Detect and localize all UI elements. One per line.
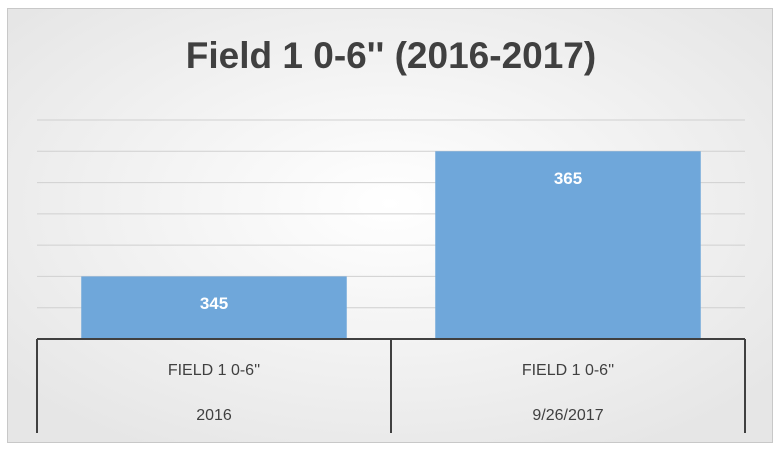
x-group-label: 9/26/2017 [532, 407, 603, 424]
bar [81, 276, 347, 339]
x-tick-label: FIELD 1 0-6'' [168, 362, 260, 379]
chart-title: Field 1 0-6'' (2016-2017) [186, 35, 596, 76]
x-tick-label: FIELD 1 0-6'' [522, 362, 614, 379]
x-group-label: 2016 [196, 407, 232, 424]
bar [435, 151, 701, 339]
data-label: 345 [200, 294, 228, 313]
data-label: 365 [554, 169, 582, 188]
